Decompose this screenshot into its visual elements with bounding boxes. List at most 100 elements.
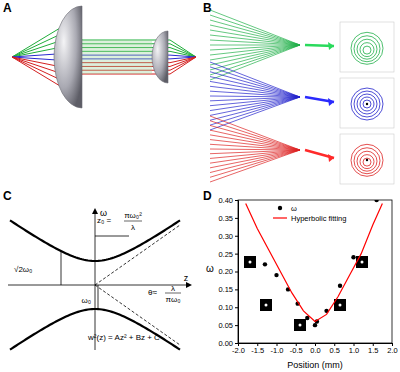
spot-ring: [360, 97, 374, 111]
spot-ring: [351, 32, 383, 64]
ray-b: [210, 135, 300, 150]
w-arrow: [92, 208, 98, 214]
lens-large: [54, 6, 82, 108]
z0-numerator: πω₀²: [124, 211, 142, 220]
w0-label: ω₀: [81, 296, 91, 305]
x-tick: -1.0: [271, 343, 284, 355]
ray-b: [210, 116, 300, 150]
ray-b: [210, 62, 300, 97]
x-tick-label: -1.5: [251, 346, 264, 355]
legend-swatch: [278, 206, 282, 210]
ray-b: [210, 77, 300, 97]
ray-b: [210, 30, 300, 45]
spot-ring: [354, 91, 380, 117]
y-tick-mark: [235, 289, 238, 290]
ray-b: [210, 86, 300, 97]
legend-entry: Hyperbolic fitting: [273, 214, 346, 223]
inset-spot: [265, 304, 268, 307]
y-tick: 0.30: [218, 232, 238, 241]
spot-center: [366, 103, 368, 105]
spot-ring: [360, 43, 374, 57]
y-tick-mark: [235, 218, 238, 219]
y-tick-mark: [235, 236, 238, 237]
panel-label: A: [3, 1, 12, 15]
panel-label: B: [203, 1, 212, 15]
x-tick-label: 2.0: [387, 346, 397, 355]
ray-b: [210, 121, 300, 150]
ray-b: [210, 150, 300, 182]
x-tick: -1.5: [251, 343, 264, 355]
spot-ring: [354, 148, 380, 174]
y-tick: 0.00: [218, 339, 238, 348]
ray-b: [210, 81, 300, 97]
spot-ring: [351, 88, 383, 120]
theta-denominator: πω₀: [166, 295, 181, 304]
y-tick-label: 0.20: [218, 267, 233, 276]
y-tick: 0.10: [218, 303, 238, 312]
ray-b: [210, 45, 300, 80]
ray-b: [210, 45, 300, 46]
legend-swatch: [273, 217, 287, 218]
inset-spot: [361, 261, 364, 264]
ray-b: [210, 150, 300, 173]
lens-small: [152, 31, 168, 83]
ray-b: [210, 96, 300, 97]
spot-frame: [340, 22, 394, 72]
spot-ring: [351, 144, 383, 176]
ray-b: [210, 40, 300, 45]
x-tick-label: 1.5: [368, 346, 378, 355]
y-tick-mark: [235, 343, 238, 344]
data-point: [263, 262, 267, 266]
ray-b: [210, 45, 300, 70]
z0-label: z₀ =: [97, 216, 112, 225]
ray-b: [210, 150, 300, 168]
fraction-bar: [124, 221, 142, 222]
spot-center: [366, 159, 368, 161]
ray-b: [210, 144, 300, 150]
panel-label: D: [203, 189, 212, 203]
y-tick-label: 0.25: [218, 250, 233, 259]
y-tick-label: 0.40: [218, 196, 233, 205]
ray-b: [210, 15, 300, 45]
beam-band: [82, 40, 152, 74]
y-tick: 0.05: [218, 321, 238, 330]
y-tick-label: 0.35: [218, 214, 233, 223]
spot-frame: [340, 134, 394, 184]
ray-b: [210, 130, 300, 150]
y-axis: 0.00 0.05 0.10 0.15 0.20 0.25 0.30 0.35 0.40: [218, 196, 238, 348]
z-axis-label: z: [184, 273, 189, 283]
ray-b: [210, 35, 300, 45]
z0-denominator: λ: [131, 223, 135, 232]
spot-ring: [363, 158, 371, 166]
inset-image: [356, 256, 368, 268]
panel-d: -2.0-1.5-1.0-0.50.00.51.01.52.00.000.050…: [206, 196, 398, 370]
asymptote: [95, 225, 180, 285]
fit-formula: w²(z) = Az² + Bz + C: [87, 333, 160, 342]
arrow-head-b: [328, 42, 334, 50]
y-tick-label: 0.05: [218, 321, 233, 330]
y-tick-label: 0.30: [218, 232, 233, 241]
x-axis: -2.0-1.5-1.0-0.50.00.51.01.52.0: [232, 343, 398, 355]
x-tick: -2.0: [232, 343, 245, 355]
y-tick-label: 0.15: [218, 285, 233, 294]
spot-ring: [360, 155, 374, 169]
x-tick: -0.5: [290, 343, 303, 355]
y-tick-mark: [235, 307, 238, 308]
data-point: [374, 200, 378, 202]
x-tick-label: 0.0: [310, 346, 320, 355]
spot-ring: [363, 46, 371, 54]
ray-b: [210, 25, 300, 45]
inset-spot: [249, 261, 252, 264]
x-tick-label: -0.5: [290, 346, 303, 355]
legend-entry: ω: [278, 204, 297, 213]
ray-b: [210, 72, 300, 97]
inset-spot: [339, 304, 342, 307]
ray-b: [210, 10, 300, 45]
y-tick-label: 0.00: [218, 339, 233, 348]
spot-ring: [357, 94, 377, 114]
y-tick: 0.25: [218, 250, 238, 259]
y-tick: 0.40: [218, 196, 238, 205]
inset-spot: [299, 324, 302, 327]
y-axis-title: ω: [206, 263, 214, 274]
sqrt2w0-label: √2ω₀: [14, 265, 32, 274]
